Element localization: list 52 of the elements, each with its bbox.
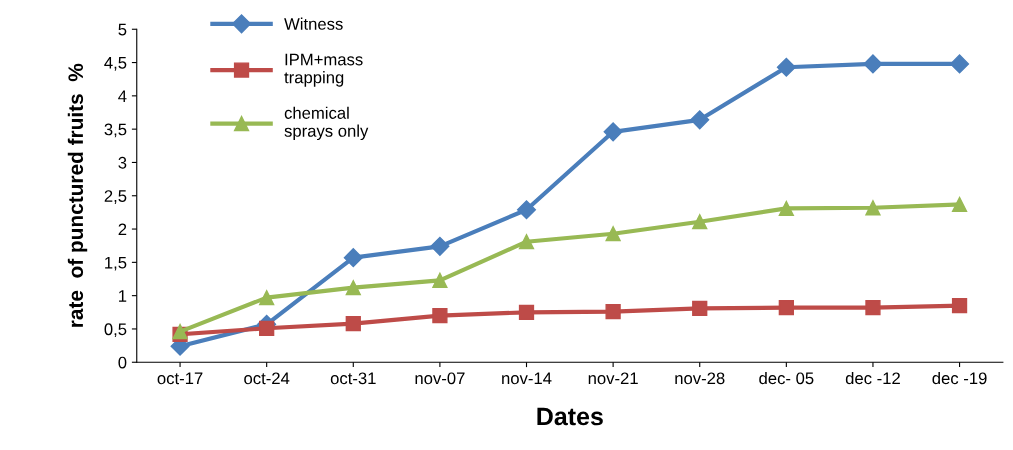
y-tick-label: 3,5	[104, 123, 127, 138]
x-tick-label: oct-31	[330, 372, 376, 385]
x-tick-label: dec -12	[845, 371, 900, 385]
point	[951, 196, 968, 213]
point	[605, 303, 621, 320]
point	[432, 307, 448, 324]
y-tick-label: 4,5	[104, 57, 127, 71]
x-tick-label: oct-24	[244, 372, 290, 385]
y-tick-label: 5	[118, 23, 127, 36]
point	[778, 200, 794, 217]
point	[432, 272, 448, 288]
point	[692, 300, 708, 316]
point	[259, 290, 275, 306]
y-tick-label: 1	[119, 290, 127, 302]
x-tick-label: nov-21	[588, 372, 638, 385]
point	[518, 304, 535, 320]
y-tick-label: 2	[118, 223, 127, 236]
y-tick-label: 4	[118, 90, 127, 102]
x-tick-label: nov-28	[675, 372, 725, 385]
point	[863, 54, 883, 74]
legend-label: Witness	[284, 17, 343, 30]
point	[603, 122, 623, 142]
point	[345, 280, 361, 296]
x-tick-label: dec- 05	[759, 371, 814, 385]
point	[259, 320, 275, 336]
point	[690, 110, 710, 130]
point	[518, 234, 535, 250]
point	[516, 200, 537, 220]
y-tick-label: 3	[118, 156, 127, 169]
point	[430, 236, 450, 256]
x-tick-label: nov-14	[502, 372, 552, 385]
point	[865, 200, 881, 216]
y-tick-label: 1,5	[105, 256, 127, 271]
y-tick-label: 0,5	[104, 323, 127, 338]
y-tick-label: 2,5	[104, 190, 127, 204]
point	[950, 54, 970, 74]
x-axis-title: Dates	[537, 407, 603, 426]
x-tick-label: dec -19	[932, 371, 987, 385]
y-axis-title: rate of punctured fruits %	[67, 63, 88, 327]
legend-label: chemical sprays only	[284, 106, 369, 141]
point	[865, 299, 881, 316]
point	[345, 315, 361, 332]
point	[343, 248, 363, 268]
point	[605, 226, 621, 242]
x-tick-label: oct-17	[157, 372, 203, 385]
point	[951, 298, 968, 314]
x-tick-label: nov-07	[415, 372, 465, 385]
point	[778, 299, 794, 316]
point	[776, 57, 796, 77]
point	[692, 214, 708, 230]
legend-label: IPM+mass trapping	[284, 53, 363, 87]
y-tick-label: 0	[118, 356, 127, 369]
